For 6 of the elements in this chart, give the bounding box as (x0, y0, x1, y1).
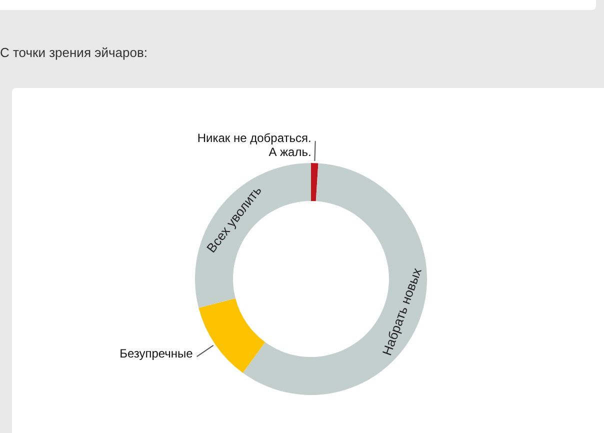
slice-label: Безупречные (120, 346, 194, 361)
donut-slice (195, 163, 311, 308)
donut-slice (311, 163, 318, 202)
donut-slice (198, 298, 266, 373)
chart-title: С точки зрения эйчаров: (0, 45, 148, 60)
slice-label: Никак не добраться. А жаль. (197, 131, 312, 160)
